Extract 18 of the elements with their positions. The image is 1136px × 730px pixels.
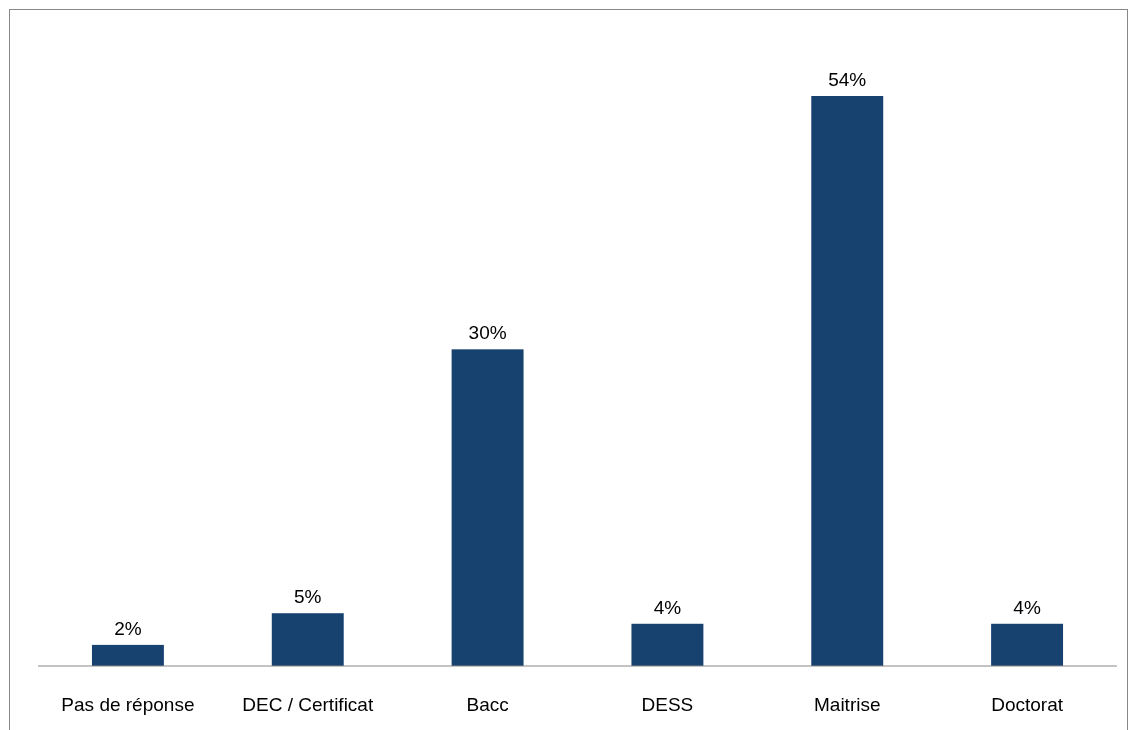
- bar: [991, 623, 1064, 666]
- bar: [811, 96, 884, 666]
- x-tick-label: Maitrise: [813, 694, 881, 715]
- bar: [451, 349, 524, 666]
- data-label: 54%: [828, 69, 867, 90]
- bar: [91, 644, 164, 666]
- bar: [271, 613, 344, 666]
- x-tick-label: DEC / Certificat: [242, 694, 374, 715]
- x-tick-label: Pas de réponse: [61, 694, 195, 715]
- data-label: 5%: [294, 586, 322, 608]
- data-label: 4%: [653, 596, 682, 618]
- data-label: 4%: [1013, 596, 1041, 618]
- x-tick-label: Bacc: [466, 694, 509, 715]
- x-tick-label: Doctorat: [991, 694, 1064, 715]
- data-label: 30%: [468, 322, 507, 344]
- bar: [631, 623, 704, 666]
- x-tick-label: DESS: [641, 694, 694, 715]
- data-label: 2%: [114, 617, 142, 639]
